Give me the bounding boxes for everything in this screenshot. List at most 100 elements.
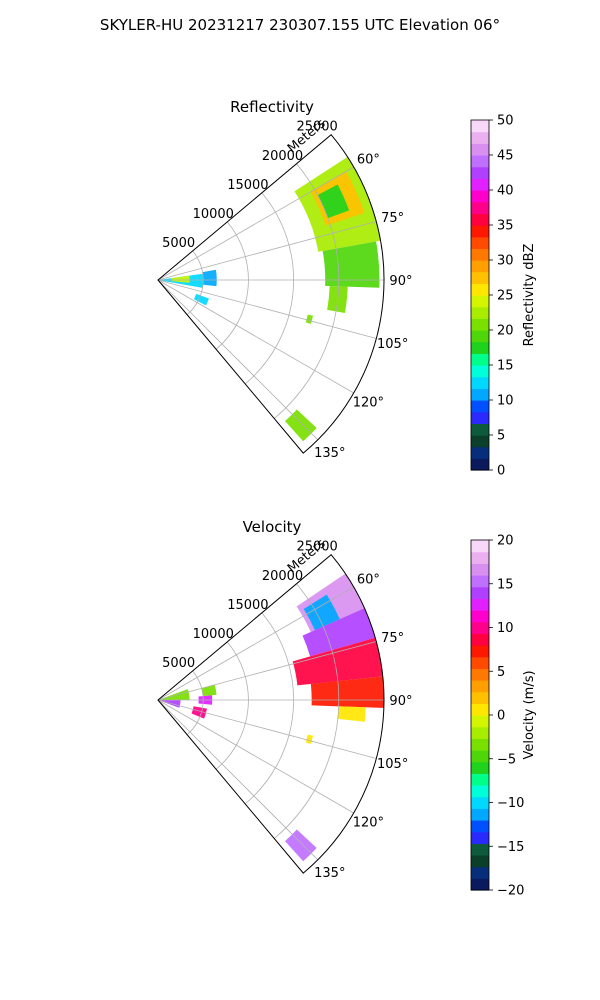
polar-sector-axes: 500010000150002000025000Meters60°75°90°1… — [157, 116, 412, 461]
colorbar-segment — [471, 411, 489, 424]
radial-gridline — [244, 612, 294, 805]
radial-tick-label: 5000 — [162, 236, 195, 251]
colorbar-segment — [471, 796, 489, 809]
sector-outline — [157, 134, 385, 454]
colorbar-segment — [471, 225, 489, 238]
data-region — [285, 829, 317, 862]
colorbar-tick-label: 10 — [497, 394, 514, 409]
azimuth-tick-label: 75° — [381, 631, 404, 646]
azimuth-tick-label: 60° — [357, 573, 380, 588]
azimuth-gridline — [157, 221, 377, 281]
radial-gridline — [215, 641, 249, 770]
data-region — [337, 706, 366, 722]
colorbar-tick-label: 50 — [497, 114, 514, 129]
colorbar: −20 −15 −10 −5 0 5 10 15 20 Velocity (m/s) — [470, 534, 537, 899]
colorbar-segment — [471, 808, 489, 821]
radial-tick-label: 25000 — [296, 540, 337, 555]
data-region — [305, 734, 314, 744]
colorbar-segment — [471, 341, 489, 354]
colorbar-segment — [471, 201, 489, 214]
azimuth-tick-label: 60° — [357, 153, 380, 168]
data-region — [193, 293, 209, 306]
colorbar-tick-label: 35 — [497, 219, 514, 234]
colorbar-segment — [471, 575, 489, 588]
colorbar-tick-label: 0 — [497, 709, 505, 724]
colorbar-segment — [471, 365, 489, 378]
radial-tick-label: 20000 — [262, 569, 303, 584]
azimuth-tick-label: 105° — [377, 757, 408, 772]
colorbar-tick-label: 10 — [497, 621, 514, 636]
colorbar-segment — [471, 248, 489, 261]
colorbar-segment — [471, 726, 489, 739]
radial-tick-label: 10000 — [193, 627, 234, 642]
azimuth-gridline — [157, 699, 319, 861]
colorbar-segment — [471, 143, 489, 156]
azimuth-tick-label: 120° — [353, 395, 384, 410]
colorbar-label: Reflectivity dBZ — [522, 244, 537, 347]
colorbar-tick-label: 15 — [497, 577, 514, 592]
colorbar-segment — [471, 295, 489, 308]
data-region — [317, 184, 350, 219]
data-region — [158, 689, 190, 700]
colorbar-tick-label: −20 — [497, 884, 524, 899]
data-region — [303, 594, 340, 631]
colorbar-segment — [471, 458, 489, 471]
colorbar: 0 5 10 15 20 25 30 35 40 45 50 Reflectivity dBZ — [470, 114, 537, 479]
colorbar-segment — [471, 633, 489, 646]
colorbar-segment — [471, 435, 489, 448]
colorbar-tick-label: 15 — [497, 359, 514, 374]
colorbar-tick-label: 40 — [497, 184, 514, 199]
colorbar-tick-label: 20 — [497, 534, 514, 549]
data-region — [305, 314, 314, 324]
radial-gridline — [273, 583, 340, 839]
colorbar-tick-label: 0 — [497, 464, 505, 479]
azimuth-gridline — [157, 586, 354, 701]
colorbar-label: Velocity (m/s) — [522, 670, 537, 759]
data-region — [302, 608, 376, 657]
colorbar-segment — [471, 131, 489, 144]
colorbar-segment — [471, 283, 489, 296]
colorbar-segment — [471, 831, 489, 844]
radial-tick-label: 10000 — [193, 207, 234, 222]
colorbar-segment — [471, 855, 489, 868]
azimuth-gridline — [157, 279, 319, 441]
radial-tick-label: 15000 — [227, 178, 268, 193]
colorbar-segment — [471, 446, 489, 459]
data-region — [171, 275, 190, 283]
colorbar-segment — [471, 353, 489, 366]
colorbar-segment — [471, 680, 489, 693]
colorbar-segment — [471, 738, 489, 751]
radial-tick-label: 20000 — [262, 149, 303, 164]
colorbar-segment — [471, 715, 489, 728]
radial-gridline — [244, 192, 294, 385]
colorbar-segment — [471, 388, 489, 401]
colorbar-tick-label: 25 — [497, 289, 514, 304]
radial-gridline — [215, 221, 249, 350]
figure-suptitle: SKYLER-HU 20231217 230307.155 UTC Elevat… — [99, 16, 501, 34]
colorbar-segment — [471, 703, 489, 716]
colorbar-segment — [471, 166, 489, 179]
colorbar-tick-label: −5 — [497, 752, 516, 767]
colorbar-segment — [471, 376, 489, 389]
azimuth-gridline — [157, 279, 354, 394]
azimuth-gridline — [157, 279, 377, 339]
azimuth-tick-label: 105° — [377, 337, 408, 352]
azimuth-tick-label: 75° — [381, 211, 404, 226]
azimuth-tick-label: 90° — [389, 694, 412, 709]
colorbar-segment — [471, 540, 489, 553]
velocity-panel: Velocity 500010000150002000025000Meters6… — [157, 518, 537, 899]
colorbar-segment — [471, 761, 489, 774]
colorbar-segment — [471, 190, 489, 203]
azimuth-gridline — [157, 699, 377, 759]
data-region — [292, 637, 383, 686]
panel-title: Velocity — [243, 518, 302, 536]
colorbar-segment — [471, 820, 489, 833]
radial-gridline — [273, 163, 340, 419]
colorbar-segment — [471, 563, 489, 576]
azimuth-tick-label: 135° — [314, 446, 345, 461]
colorbar-segment — [471, 155, 489, 168]
colorbar-segment — [471, 785, 489, 798]
colorbar-segment — [471, 423, 489, 436]
colorbar-segment — [471, 668, 489, 681]
